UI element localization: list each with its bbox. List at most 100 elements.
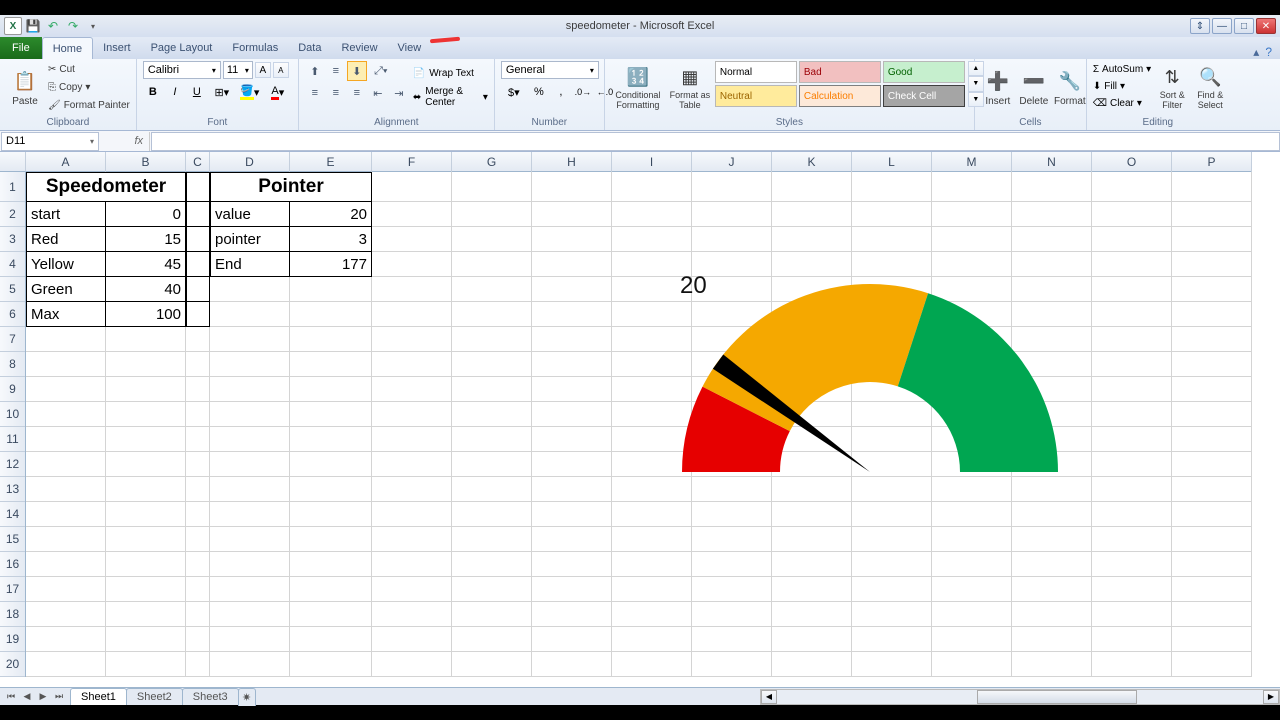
fill-color-button[interactable]: 🪣▾ [237, 82, 263, 102]
cell-I1[interactable] [612, 172, 692, 202]
cell-D5[interactable] [210, 277, 290, 302]
cell-D12[interactable] [210, 452, 290, 477]
cell-K14[interactable] [772, 502, 852, 527]
row-header-19[interactable]: 19 [0, 627, 25, 652]
cell-A7[interactable] [26, 327, 106, 352]
cell-F4[interactable] [372, 252, 452, 277]
cell-D2[interactable]: value [210, 202, 290, 227]
cell-L2[interactable] [852, 202, 932, 227]
cell-H13[interactable] [532, 477, 612, 502]
cell-D11[interactable] [210, 427, 290, 452]
clear-button[interactable]: ⌫Clear▾ [1093, 95, 1151, 111]
cell-D20[interactable] [210, 652, 290, 677]
cell-B18[interactable] [106, 602, 186, 627]
cell-G1[interactable] [452, 172, 532, 202]
cell-N15[interactable] [1012, 527, 1092, 552]
cell-E12[interactable] [290, 452, 372, 477]
cell-F2[interactable] [372, 202, 452, 227]
cell-C17[interactable] [186, 577, 210, 602]
style-good[interactable]: Good [883, 61, 965, 83]
cell-A13[interactable] [26, 477, 106, 502]
cell-M17[interactable] [932, 577, 1012, 602]
cell-O18[interactable] [1092, 602, 1172, 627]
cell-M3[interactable] [932, 227, 1012, 252]
name-box[interactable]: D11▾ [1, 132, 99, 151]
cell-H11[interactable] [532, 427, 612, 452]
cell-A19[interactable] [26, 627, 106, 652]
cell-P16[interactable] [1172, 552, 1252, 577]
cell-G6[interactable] [452, 302, 532, 327]
cell-F15[interactable] [372, 527, 452, 552]
delete-button[interactable]: ➖Delete [1017, 61, 1051, 115]
cell-G13[interactable] [452, 477, 532, 502]
align-top-button[interactable]: ⬆ [305, 61, 325, 81]
cell-G8[interactable] [452, 352, 532, 377]
cell-O14[interactable] [1092, 502, 1172, 527]
paste-button[interactable]: 📋 Paste [6, 61, 44, 115]
grow-font-button[interactable]: A [255, 62, 271, 78]
cell-E13[interactable] [290, 477, 372, 502]
cell-G19[interactable] [452, 627, 532, 652]
cell-L4[interactable] [852, 252, 932, 277]
cell-D4[interactable]: End [210, 252, 290, 277]
cell-C13[interactable] [186, 477, 210, 502]
cell-P2[interactable] [1172, 202, 1252, 227]
cell-F9[interactable] [372, 377, 452, 402]
cell-C14[interactable] [186, 502, 210, 527]
cell-F12[interactable] [372, 452, 452, 477]
cell-A2[interactable]: start [26, 202, 106, 227]
sheet-tab-sheet1[interactable]: Sheet1 [70, 688, 127, 705]
sheet-tab-sheet3[interactable]: Sheet3 [182, 688, 239, 705]
cell-G9[interactable] [452, 377, 532, 402]
cell-E14[interactable] [290, 502, 372, 527]
formula-input[interactable] [151, 132, 1280, 151]
format-as-table-button[interactable]: ▦ Format as Table [668, 61, 712, 115]
col-header-E[interactable]: E [290, 152, 372, 172]
cell-K19[interactable] [772, 627, 852, 652]
orientation-button[interactable]: ⤢▾ [368, 61, 394, 81]
cell-A17[interactable] [26, 577, 106, 602]
cell-G3[interactable] [452, 227, 532, 252]
cell-G12[interactable] [452, 452, 532, 477]
fill-button[interactable]: ⬇Fill▾ [1093, 78, 1151, 94]
cell-G17[interactable] [452, 577, 532, 602]
cell-I14[interactable] [612, 502, 692, 527]
help-icon[interactable]: ? [1265, 45, 1272, 59]
align-right-button[interactable]: ≡ [347, 83, 367, 103]
row-header-10[interactable]: 10 [0, 402, 25, 427]
hscroll-left-icon[interactable]: ◀ [761, 690, 777, 704]
cell-C10[interactable] [186, 402, 210, 427]
cell-H20[interactable] [532, 652, 612, 677]
cell-E6[interactable] [290, 302, 372, 327]
cell-P14[interactable] [1172, 502, 1252, 527]
cell-G16[interactable] [452, 552, 532, 577]
currency-button[interactable]: $▾ [501, 82, 527, 102]
cell-H2[interactable] [532, 202, 612, 227]
cell-A6[interactable]: Max [26, 302, 106, 327]
cell-P13[interactable] [1172, 477, 1252, 502]
sheet-nav-next-icon[interactable]: ▶ [36, 690, 50, 704]
cell-D9[interactable] [210, 377, 290, 402]
sheet-nav-prev-icon[interactable]: ◀ [20, 690, 34, 704]
tab-insert[interactable]: Insert [93, 37, 141, 59]
cell-H4[interactable] [532, 252, 612, 277]
cell-H3[interactable] [532, 227, 612, 252]
cell-H19[interactable] [532, 627, 612, 652]
cell-D18[interactable] [210, 602, 290, 627]
cell-E5[interactable] [290, 277, 372, 302]
row-header-2[interactable]: 2 [0, 202, 25, 227]
col-header-P[interactable]: P [1172, 152, 1252, 172]
cell-B14[interactable] [106, 502, 186, 527]
cell-D8[interactable] [210, 352, 290, 377]
cell-P8[interactable] [1172, 352, 1252, 377]
cell-H14[interactable] [532, 502, 612, 527]
cell-C3[interactable] [186, 227, 210, 252]
font-size-select[interactable]: 11▾ [223, 61, 253, 79]
cell-B17[interactable] [106, 577, 186, 602]
cell-K16[interactable] [772, 552, 852, 577]
cell-O1[interactable] [1092, 172, 1172, 202]
cell-O2[interactable] [1092, 202, 1172, 227]
cell-P9[interactable] [1172, 377, 1252, 402]
cell-A15[interactable] [26, 527, 106, 552]
cell-A12[interactable] [26, 452, 106, 477]
